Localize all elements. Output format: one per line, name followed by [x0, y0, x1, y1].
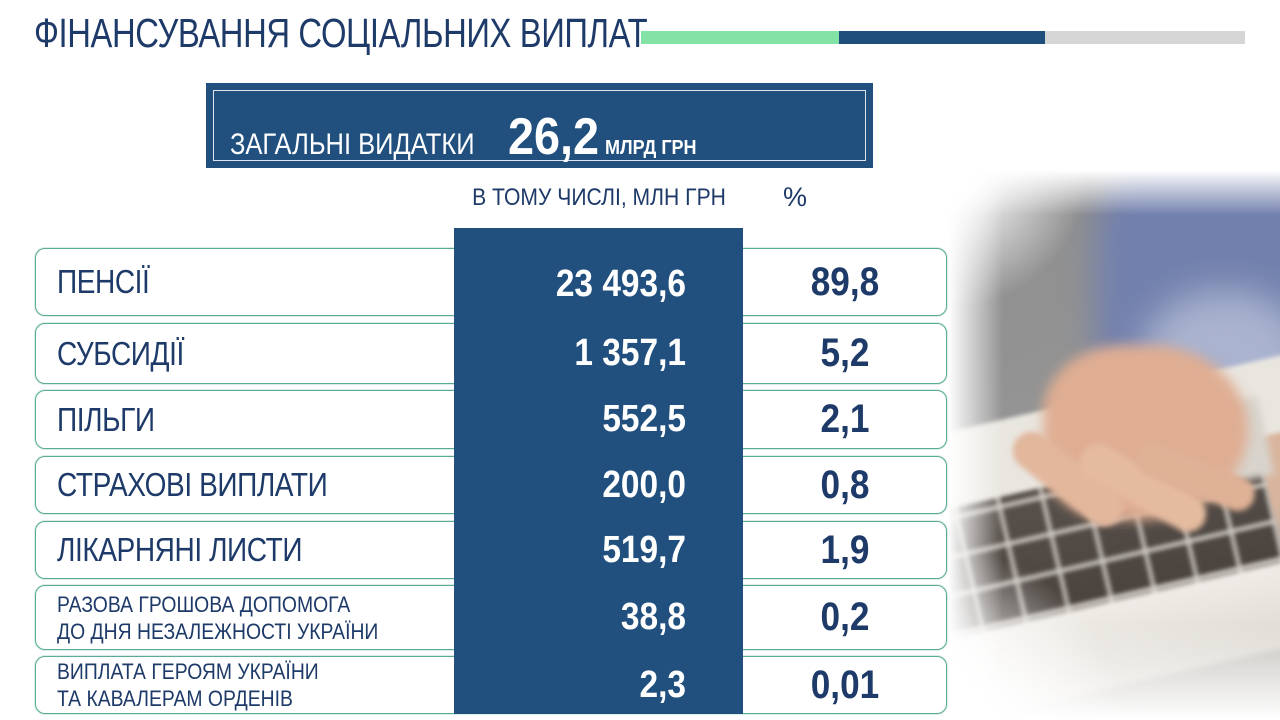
row-label: ВИПЛАТА ГЕРОЯМ УКРАЇНИ ТА КАВАЛЕРАМ ОРДЕН… — [57, 659, 319, 711]
row-label: РАЗОВА ГРОШОВА ДОПОМОГА ДО ДНЯ НЕЗАЛЕЖНОС… — [57, 591, 379, 644]
accent-bar-gray — [1045, 31, 1245, 44]
value-cell: 2,3 — [639, 664, 686, 706]
accent-bar-blue — [839, 31, 1045, 44]
percent-cell: 1,9 — [820, 528, 870, 572]
total-expenditures-box: ЗАГАЛЬНІ ВИДАТКИ 26,2 МЛРД ГРН — [206, 83, 873, 168]
row-label: СУБСИДІЇ — [57, 334, 184, 372]
photo-fade-overlay — [948, 170, 1280, 720]
percent-column-header: % — [782, 182, 807, 212]
photo-hand-on-laptop — [948, 170, 1280, 720]
row-label: ПЕНСІЇ — [57, 263, 150, 300]
row-label: ПІЛЬГИ — [57, 400, 155, 438]
row-label: СТРАХОВІ ВИПЛАТИ — [57, 466, 328, 503]
value-cell: 200,0 — [602, 464, 686, 506]
percent-cell: 0,01 — [810, 663, 880, 707]
total-unit: МЛРД ГРН — [604, 137, 697, 159]
percent-cell: 89,8 — [810, 260, 880, 304]
value-cell: 552,5 — [602, 398, 686, 440]
value-cell: 23 493,6 — [555, 263, 686, 305]
values-column-header: В ТОМУ ЧИСЛІ, МЛН ГРН — [472, 184, 726, 211]
percent-cell: 5,2 — [820, 331, 870, 375]
page-title: ФІНАНСУВАННЯ СОЦІАЛЬНИХ ВИПЛАТ — [34, 10, 648, 56]
percent-cell: 0,8 — [820, 463, 870, 507]
value-cell: 38,8 — [620, 596, 686, 638]
values-column-band — [454, 228, 743, 714]
total-label: ЗАГАЛЬНІ ВИДАТКИ — [230, 128, 475, 161]
total-value: 26,2 — [507, 108, 599, 166]
accent-bar-green — [641, 31, 839, 44]
percent-cell: 2,1 — [820, 397, 870, 441]
total-expenditures-inner-border: ЗАГАЛЬНІ ВИДАТКИ 26,2 МЛРД ГРН — [213, 90, 866, 166]
row-label: ЛІКАРНЯНІ ЛИСТИ — [57, 531, 303, 568]
value-cell: 519,7 — [602, 529, 686, 571]
percent-cell: 0,2 — [820, 595, 870, 639]
value-cell: 1 357,1 — [574, 332, 686, 374]
